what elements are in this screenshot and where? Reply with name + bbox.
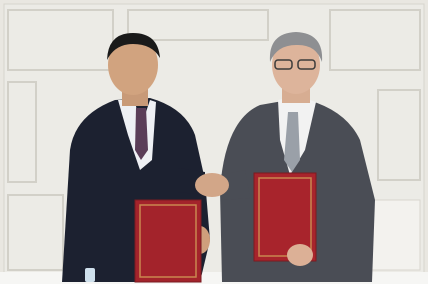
right-hand [287, 244, 313, 266]
page [0, 0, 428, 284]
photo [0, 0, 428, 284]
left-folder [135, 200, 201, 282]
bottle [85, 268, 95, 282]
left-tie [135, 108, 148, 160]
handshake [195, 173, 229, 197]
